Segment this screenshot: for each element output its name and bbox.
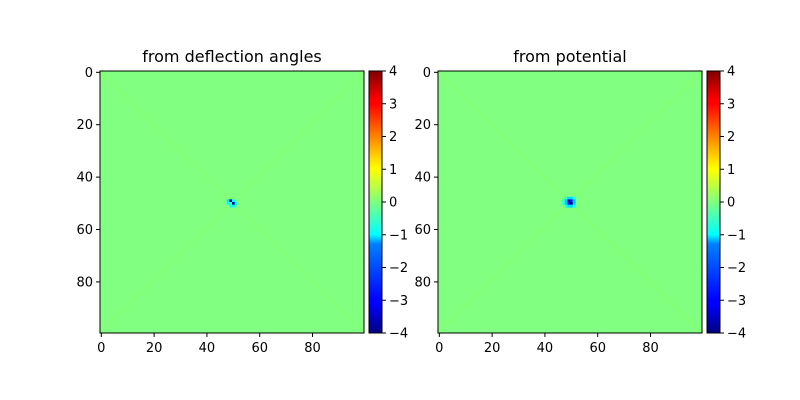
heatmap-cell: [572, 196, 576, 200]
y-tick-label: 60: [76, 223, 93, 238]
x-tick-label: 40: [199, 341, 216, 356]
y-tick-label: 20: [414, 118, 431, 133]
heatmap-cell: [562, 199, 566, 203]
heatmap-cell: [564, 196, 568, 200]
heatmap-cell: [567, 199, 571, 203]
heatmap-cell: [226, 199, 230, 203]
heatmap-cell: [567, 202, 571, 206]
axes-frame: [99, 70, 365, 334]
colorbar-tick-label: −1: [389, 228, 408, 243]
heatmap-cell: [570, 199, 574, 203]
x-tick-label: 60: [589, 341, 606, 356]
heatmap-cell: [572, 199, 576, 203]
y-tick-label: 80: [76, 275, 93, 290]
colorbar-tick-label: 3: [389, 97, 397, 112]
colorbar: [368, 70, 383, 334]
colorbar-tick-label: 0: [389, 196, 397, 211]
heatmap-cell: [567, 204, 571, 208]
colorbar-tick-label: 3: [727, 97, 735, 112]
x-tick-label: 80: [642, 341, 659, 356]
heatmap-cell: [570, 196, 574, 200]
y-tick-label: 80: [414, 275, 431, 290]
colorbar-tick-label: 4: [389, 65, 397, 80]
x-tick-label: 0: [97, 341, 105, 356]
colorbar-tick-label: −2: [727, 261, 746, 276]
heatmap-cell: [226, 202, 230, 206]
heatmap-cell: [232, 199, 236, 203]
colorbar-tick-label: −4: [727, 327, 746, 342]
heatmap-cell: [562, 202, 566, 206]
x-tick-label: 80: [304, 341, 321, 356]
y-tick-label: 40: [414, 171, 431, 186]
y-tick-label: 0: [423, 66, 431, 81]
y-tick-label: 60: [414, 223, 431, 238]
x-tick-label: 60: [251, 341, 268, 356]
heatmap-cell: [564, 202, 568, 206]
colorbar-tick-label: 4: [727, 65, 735, 80]
x-tick-label: 0: [435, 341, 443, 356]
colorbar-tick-label: 2: [727, 130, 735, 145]
heatmap-cell: [229, 204, 233, 208]
right-heatmap-panel: from potential 0 20 40 60 80 0 20 40 60 80 4 3 2 1 0 −1 −…: [414, 47, 746, 356]
heatmap-cell: [564, 199, 568, 203]
colorbar-tick-label: −3: [727, 294, 746, 309]
axes-frame: [437, 70, 703, 334]
heatmap-cell: [232, 202, 236, 206]
chart-title: from deflection angles: [142, 47, 322, 66]
colorbar-tick-label: −1: [727, 228, 746, 243]
heatmap-cell: [232, 204, 236, 208]
heatmap-cell: [572, 204, 576, 208]
heatmap-cell: [229, 199, 233, 203]
colorbar-tick-label: 0: [727, 196, 735, 211]
colorbar-tick-label: 1: [727, 163, 735, 178]
heatmap-cell: [570, 204, 574, 208]
chart-title: from potential: [513, 47, 627, 66]
heatmap-cell: [570, 202, 574, 206]
x-tick-label: 20: [484, 341, 501, 356]
colorbar-tick-label: 2: [389, 130, 397, 145]
heatmap-cell: [572, 202, 576, 206]
colorbar-tick-label: −2: [389, 261, 408, 276]
colorbar-tick-label: −3: [389, 294, 408, 309]
colorbar: [706, 70, 721, 334]
y-tick-label: 0: [85, 66, 93, 81]
heatmap-cell: [229, 202, 233, 206]
x-tick-label: 40: [537, 341, 554, 356]
colorbar-tick-label: 1: [389, 163, 397, 178]
heatmap-cell: [567, 196, 571, 200]
x-tick-label: 20: [146, 341, 163, 356]
y-tick-label: 40: [76, 171, 93, 186]
heatmap-cell: [564, 204, 568, 208]
colorbar-tick-label: −4: [389, 327, 408, 342]
y-tick-label: 20: [76, 118, 93, 133]
heatmap-cell: [234, 202, 238, 206]
